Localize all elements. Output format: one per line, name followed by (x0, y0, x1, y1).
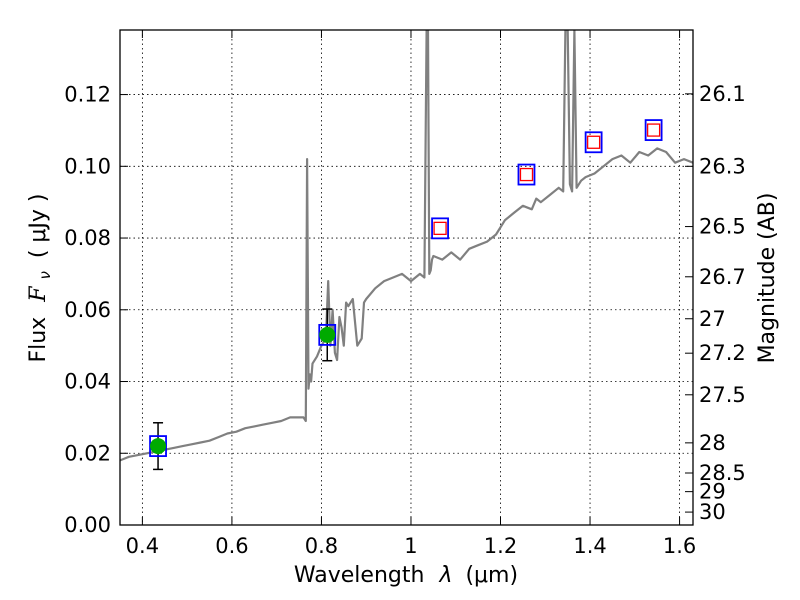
y-tick-label: 0.04 (64, 370, 111, 394)
y2-tick-label: 28.5 (699, 461, 746, 485)
observed-point (318, 308, 337, 362)
plot-area (120, 30, 693, 471)
y-tick-label: 0.02 (64, 441, 111, 465)
x-tick-label: 0.6 (215, 534, 248, 558)
x-tick-label: 1.2 (484, 534, 517, 558)
spectrum-line (120, 30, 693, 462)
y2-tick-label: 26.5 (699, 215, 746, 239)
synthetic-point (517, 163, 536, 186)
y-tick-label: 0.06 (64, 298, 111, 322)
x-axis-label: Wavelength (294, 563, 425, 588)
y2-tick-label: 26.3 (699, 154, 746, 178)
x-tick-label: 0.8 (305, 534, 338, 558)
synthetic-point (431, 217, 449, 240)
observed-point (149, 422, 167, 471)
y2-tick-label: 26.7 (699, 265, 746, 289)
y-tick-label: 0.10 (64, 154, 111, 178)
y-axis-subscript: ν (36, 271, 54, 279)
synthetic-point (584, 131, 603, 154)
y-axis-symbol: F (26, 286, 51, 303)
marker-inner-square (586, 135, 601, 149)
y2-tick-label: 27 (699, 307, 726, 331)
plot-frame (119, 29, 694, 526)
x-axis-title: Wavelength λ (μm) (294, 563, 518, 588)
y-axis: 0.00 0.02 0.04 0.06 0.08 0.10 0.12 (64, 83, 128, 537)
y-axis-title: Flux F ν ( μJy ) (26, 193, 56, 362)
y2-tick-label: 28 (699, 431, 726, 455)
y2-tick-label: 27.5 (699, 383, 746, 407)
marker-square (517, 163, 536, 186)
y-axis-unit: ( μJy ) (26, 193, 51, 258)
marker-inner-square (433, 221, 447, 236)
y-axis-label: Flux (26, 317, 51, 363)
x-tick-label: 0.4 (126, 534, 159, 558)
y-tick-label: 0.12 (64, 83, 111, 107)
y-tick-label: 0.08 (64, 226, 111, 250)
y2-tick-label: 27.2 (699, 341, 746, 365)
y2-tick-label: 29 (699, 480, 726, 504)
marker-square (644, 119, 663, 141)
x-tick-label: 1.4 (573, 534, 606, 558)
marker-inner-square (519, 167, 534, 182)
x-axis: 0.4 0.6 0.8 1 1.2 1.4 1.6 (126, 30, 696, 558)
x-tick-label: 1 (404, 534, 417, 558)
marker-inner-square (646, 123, 661, 137)
marker-square (584, 131, 603, 154)
x-tick-label: 1.6 (663, 534, 696, 558)
x-axis-symbol: λ (438, 563, 452, 588)
marker-circle (319, 326, 336, 343)
y-tick-label: 0.00 (64, 513, 111, 537)
marker-square (431, 217, 449, 240)
synthetic-point (644, 119, 663, 141)
marker-circle (150, 438, 167, 455)
y2-axis-title: Magnitude (AB) (755, 193, 780, 364)
y2-tick-label: 30 (699, 500, 726, 524)
y2-tick-label: 26.1 (699, 82, 746, 106)
x-axis-unit: (μm) (465, 563, 518, 588)
